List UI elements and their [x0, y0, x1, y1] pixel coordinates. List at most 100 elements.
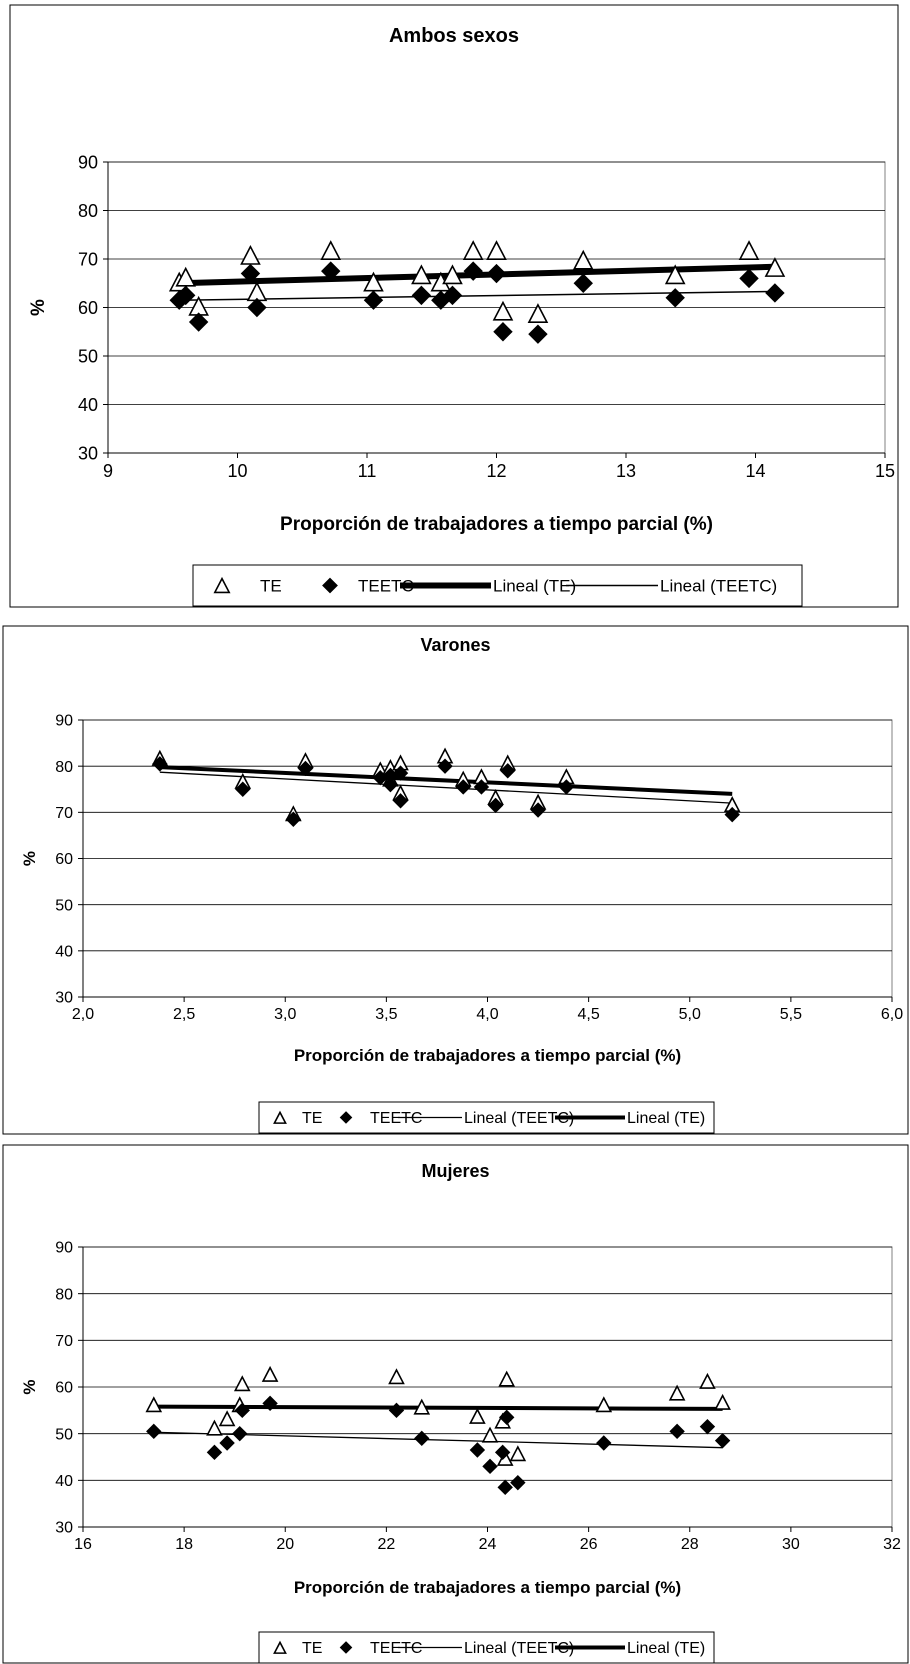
point-teetc [240, 263, 261, 284]
point-teetc [392, 793, 409, 809]
trendline-lineal-teetc [159, 771, 733, 804]
point-teetc [247, 297, 267, 318]
point-teetc [152, 756, 168, 772]
point-teetc [487, 797, 504, 814]
point-teetc [739, 268, 759, 289]
y-tick-label: 80 [55, 1286, 73, 1303]
point-teetc [499, 1409, 515, 1426]
point-te [595, 1396, 613, 1413]
x-tick-label: 9 [103, 461, 113, 481]
x-axis-label: Proporción de trabajadores a tiempo parc… [280, 514, 713, 535]
point-teetc [146, 1423, 162, 1440]
legend-label-te: TE [260, 576, 282, 595]
point-teetc [714, 1432, 731, 1449]
y-tick-label: 80 [78, 201, 98, 221]
point-te [469, 1407, 486, 1424]
point-teetc [437, 758, 453, 774]
legend [258, 1101, 715, 1134]
point-te [764, 257, 786, 277]
legend [258, 1631, 715, 1664]
legend [192, 564, 803, 607]
point-te [492, 300, 514, 321]
y-tick-label: 30 [55, 1520, 73, 1537]
point-te [668, 1384, 686, 1401]
legend-label-teetc: TEETC [370, 1110, 422, 1127]
point-teetc [414, 1430, 430, 1447]
x-tick-label: 5,0 [679, 1006, 701, 1023]
point-te [206, 1419, 223, 1436]
point-teetc [235, 781, 251, 797]
point-teetc [510, 1474, 526, 1491]
point-teetc [392, 765, 409, 781]
point-teetc [232, 1425, 248, 1442]
point-teetc [382, 776, 399, 793]
point-te [481, 1426, 499, 1443]
point-teetc [297, 760, 314, 777]
point-teetc [558, 779, 575, 795]
point-teetc [497, 1479, 513, 1496]
legend-label-te: TE [302, 1640, 322, 1657]
x-tick-label: 16 [74, 1536, 92, 1553]
legend-triangle-icon [213, 576, 231, 594]
y-tick-label: 60 [78, 298, 98, 318]
point-teetc [285, 811, 302, 827]
y-axis-label: % [20, 851, 39, 866]
point-teetc [494, 1444, 511, 1461]
y-tick-label: 50 [55, 1426, 73, 1443]
point-teetc [724, 806, 740, 823]
point-te [714, 1393, 731, 1410]
legend-diamond-icon [339, 1111, 353, 1124]
point-te [699, 1372, 716, 1389]
point-teetc [388, 1402, 405, 1419]
chart-title: Varones [420, 635, 490, 655]
point-teetc [669, 1423, 685, 1440]
point-te [572, 249, 594, 270]
point-teetc [262, 1395, 278, 1412]
x-tick-label: 15 [875, 461, 895, 481]
y-tick-label: 40 [55, 1473, 73, 1490]
y-tick-label: 30 [78, 443, 98, 463]
point-te [664, 264, 686, 285]
x-tick-label: 2,5 [173, 1006, 195, 1023]
x-tick-label: 5,5 [780, 1006, 802, 1023]
point-teetc [482, 1458, 498, 1475]
point-teetc [234, 1402, 250, 1419]
legend-triangle-icon [273, 1640, 287, 1654]
x-tick-label: 2,0 [72, 1006, 94, 1023]
legend-label-lineal-te: Lineal (TE) [627, 1640, 705, 1657]
y-tick-label: 70 [78, 249, 98, 269]
y-axis-label: % [28, 299, 49, 316]
chart-mujeres: Mujeres 30 40 50 60 70 80 90 16 18 20 22 24 26 28 30 32 P… [2, 1144, 909, 1664]
point-teetc [175, 285, 196, 306]
trendline-lineal-teetc [153, 1431, 723, 1449]
x-tick-label: 14 [745, 461, 765, 481]
legend-triangle-icon [273, 1110, 287, 1124]
legend-label-lineal-te: Lineal (TE) [627, 1110, 705, 1127]
point-teetc [596, 1435, 612, 1451]
y-tick-label: 90 [55, 713, 73, 730]
point-teetc [219, 1435, 235, 1451]
legend-diamond-icon [322, 577, 338, 594]
y-tick-label: 40 [55, 943, 73, 960]
legend-label-teetc: TEETC [358, 576, 414, 595]
point-teetc [188, 312, 209, 332]
trendline-lineal-te [159, 765, 733, 796]
x-tick-label: 24 [479, 1536, 497, 1553]
point-te [411, 264, 432, 285]
y-tick-label: 70 [55, 1333, 73, 1350]
point-teetc [463, 261, 483, 281]
x-tick-label: 32 [883, 1536, 901, 1553]
x-tick-label: 4,0 [476, 1006, 498, 1023]
legend-label-teetc: TEETC [370, 1640, 422, 1657]
y-axis-label: % [20, 1379, 39, 1394]
point-teetc [486, 263, 507, 284]
point-te [413, 1398, 431, 1415]
point-te [218, 1410, 236, 1427]
y-tick-label: 80 [55, 759, 73, 776]
point-teetc [500, 763, 516, 779]
x-tick-label: 11 [358, 461, 377, 481]
point-te [486, 240, 507, 260]
x-tick-label: 3,0 [274, 1006, 296, 1023]
point-teetc [765, 283, 785, 303]
y-tick-label: 70 [55, 805, 73, 822]
